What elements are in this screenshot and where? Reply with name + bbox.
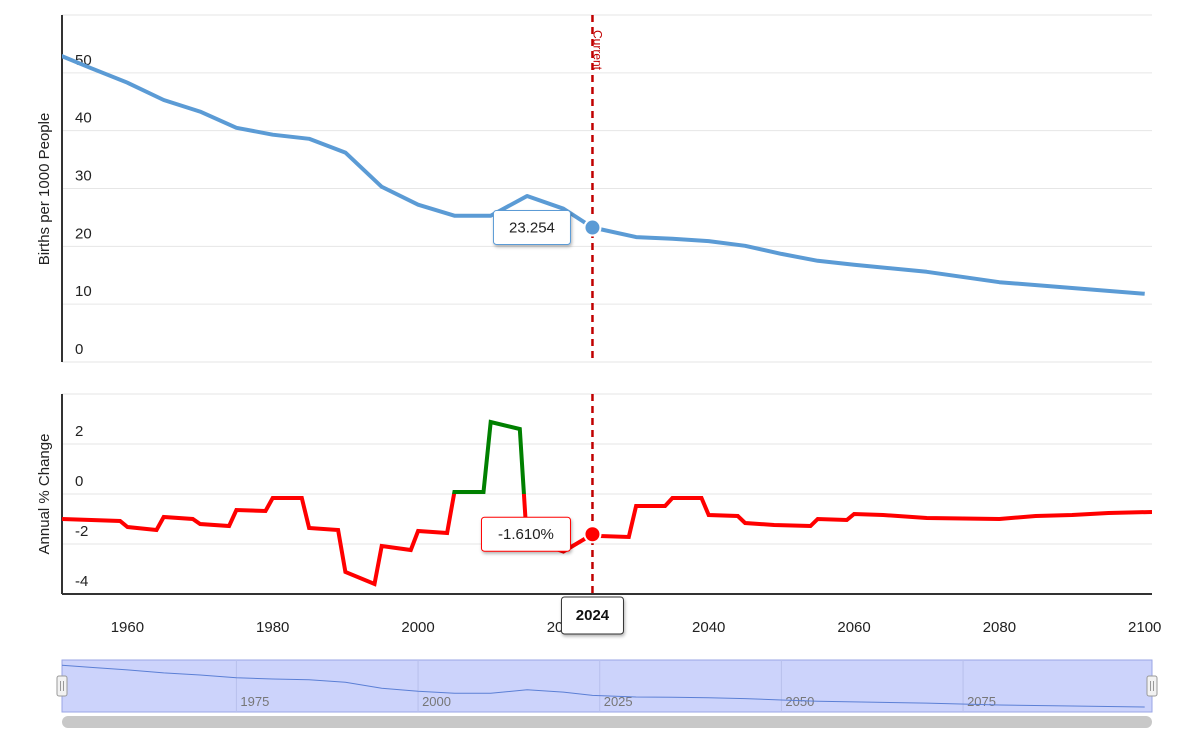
highlight-point xyxy=(583,218,602,237)
x-tick-label: 2040 xyxy=(692,619,725,636)
x-tick-label: 2080 xyxy=(983,619,1016,636)
tooltip-value: 23.254 xyxy=(509,219,555,236)
navigator-tick-label: 2050 xyxy=(785,694,814,709)
scrollbar[interactable] xyxy=(62,716,1152,728)
y-tick-label: -4 xyxy=(75,573,88,590)
tooltip-box xyxy=(492,210,571,246)
y-tick-label: 40 xyxy=(75,110,92,127)
tooltip-value: -1.610% xyxy=(498,526,554,543)
series-line-negative xyxy=(62,494,1152,587)
y-axis-label: Births per 1000 People xyxy=(36,113,53,266)
navigator-handle[interactable] xyxy=(1146,675,1158,697)
y-tick-label: 20 xyxy=(75,225,92,242)
navigator-tick-label: 2000 xyxy=(422,694,451,709)
y-tick-label: 30 xyxy=(75,168,92,185)
x-tick-label: 2000 xyxy=(401,619,434,636)
y-tick-label: 0 xyxy=(75,341,83,358)
y-tick-label: 2 xyxy=(75,423,83,440)
highlight-point xyxy=(583,525,602,544)
series-line-positive xyxy=(452,419,526,494)
navigator-tick-label: 2075 xyxy=(967,694,996,709)
x-tick-label: 1980 xyxy=(256,619,289,636)
y-axis-label: Annual % Change xyxy=(36,434,53,555)
current-label: Current xyxy=(590,30,604,71)
y-tick-label: 10 xyxy=(75,283,92,300)
x-tick-label: 2100 xyxy=(1128,619,1161,636)
x-tick-label: 1960 xyxy=(111,619,144,636)
y-tick-label: 0 xyxy=(75,473,83,490)
navigator-tick-label: 1975 xyxy=(240,694,269,709)
navigator-handle[interactable] xyxy=(56,675,68,697)
x-tick-label: 2060 xyxy=(837,619,870,636)
crosshair-label: 2024 xyxy=(576,607,610,624)
navigator-line xyxy=(62,664,1145,708)
tooltip-box xyxy=(480,516,571,552)
y-tick-label: -2 xyxy=(75,523,88,540)
navigator-tick-label: 2025 xyxy=(604,694,633,709)
series-line xyxy=(62,54,1145,296)
navigator-bg xyxy=(61,659,1153,713)
crosshair-label-box xyxy=(560,596,624,635)
